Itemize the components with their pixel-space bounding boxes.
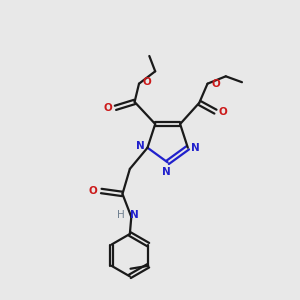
Text: N: N	[191, 143, 200, 153]
Text: O: O	[211, 79, 220, 89]
Text: N: N	[130, 210, 139, 220]
Text: N: N	[162, 167, 171, 177]
Text: O: O	[89, 186, 98, 196]
Text: O: O	[143, 77, 152, 87]
Text: O: O	[219, 106, 228, 117]
Text: H: H	[117, 210, 125, 220]
Text: N: N	[136, 141, 145, 151]
Text: O: O	[103, 103, 112, 113]
